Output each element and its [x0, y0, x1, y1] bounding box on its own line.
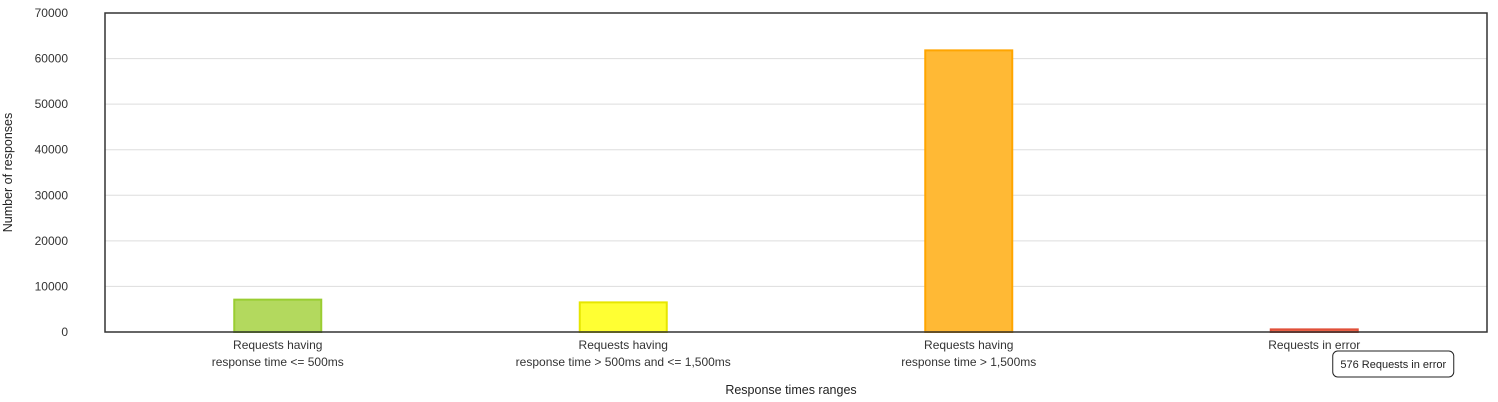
x-tick-label: response time > 1,500ms	[901, 355, 1036, 369]
y-tick-label: 40000	[35, 143, 69, 157]
tooltip: 576 Requests in error	[1332, 350, 1455, 378]
y-tick-label: 20000	[35, 234, 69, 248]
y-tick-label: 0	[61, 325, 68, 339]
tooltip-box	[1332, 350, 1455, 378]
y-axis-title: Number of responses	[1, 113, 15, 233]
y-tick-label: 60000	[35, 52, 69, 66]
x-tick-label: Requests having	[579, 338, 668, 352]
bar[interactable]	[924, 49, 1014, 334]
x-tick-label: Requests having	[924, 338, 1013, 352]
x-axis-title: Response times ranges	[725, 383, 856, 397]
y-tick-label: 30000	[35, 188, 69, 202]
bars	[233, 49, 1359, 334]
y-tick-label: 70000	[35, 6, 69, 20]
y-tick-label: 50000	[35, 97, 69, 111]
plot-frame	[104, 12, 1488, 333]
grid-lines	[105, 58, 1487, 287]
bar[interactable]	[233, 298, 323, 333]
x-tick-label: Requests having	[233, 338, 322, 352]
bar[interactable]	[578, 301, 668, 333]
y-tick-label: 10000	[35, 279, 69, 293]
x-tick-label: response time <= 500ms	[212, 355, 344, 369]
tooltip-text: 576 Requests in error	[1340, 359, 1446, 371]
x-category-labels: Requests having response time <= 500ms Req…	[212, 338, 1361, 369]
x-tick-label: response time > 500ms and <= 1,500ms	[516, 355, 731, 369]
y-tick-labels: 0 10000 20000 30000 40000 50000 60000 70000	[35, 6, 69, 339]
x-tick-label: Requests in error	[1268, 338, 1360, 352]
